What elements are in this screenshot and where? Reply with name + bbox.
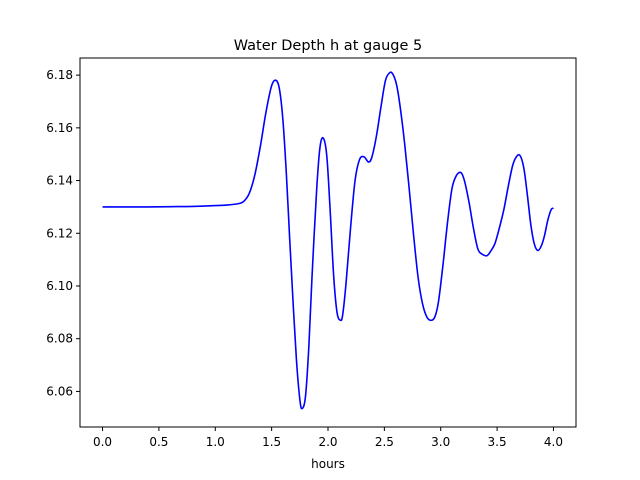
y-tick-label: 6.06 xyxy=(46,384,73,398)
x-tick-label: 2.0 xyxy=(318,435,337,449)
y-tick-label: 6.12 xyxy=(46,226,73,240)
x-tick-label: 1.0 xyxy=(206,435,225,449)
plot-area xyxy=(102,71,554,410)
x-tick-label: 4.0 xyxy=(544,435,563,449)
x-tick-label: 0.5 xyxy=(149,435,168,449)
y-tick-label: 6.10 xyxy=(46,279,73,293)
series-line xyxy=(102,71,554,410)
x-tick-label: 3.5 xyxy=(488,435,507,449)
y-tick-label: 6.16 xyxy=(46,121,73,135)
y-tick-label: 6.18 xyxy=(46,68,73,82)
x-tick-label: 2.5 xyxy=(375,435,394,449)
y-tick-label: 6.08 xyxy=(46,332,73,346)
x-tick-label: 0.0 xyxy=(93,435,112,449)
plot-frame xyxy=(79,57,577,428)
x-axis: 0.0 0.5 1.0 1.5 2.0 2.5 3.0 3.5 4.0 xyxy=(93,427,563,449)
x-tick-label: 1.5 xyxy=(262,435,281,449)
y-axis: 6.06 6.08 6.10 6.12 6.14 6.16 6.18 xyxy=(46,68,80,398)
x-axis-label: hours xyxy=(311,457,345,471)
chart-title: Water Depth h at gauge 5 xyxy=(234,38,422,54)
y-tick-label: 6.14 xyxy=(46,174,73,188)
x-tick-label: 3.0 xyxy=(431,435,450,449)
